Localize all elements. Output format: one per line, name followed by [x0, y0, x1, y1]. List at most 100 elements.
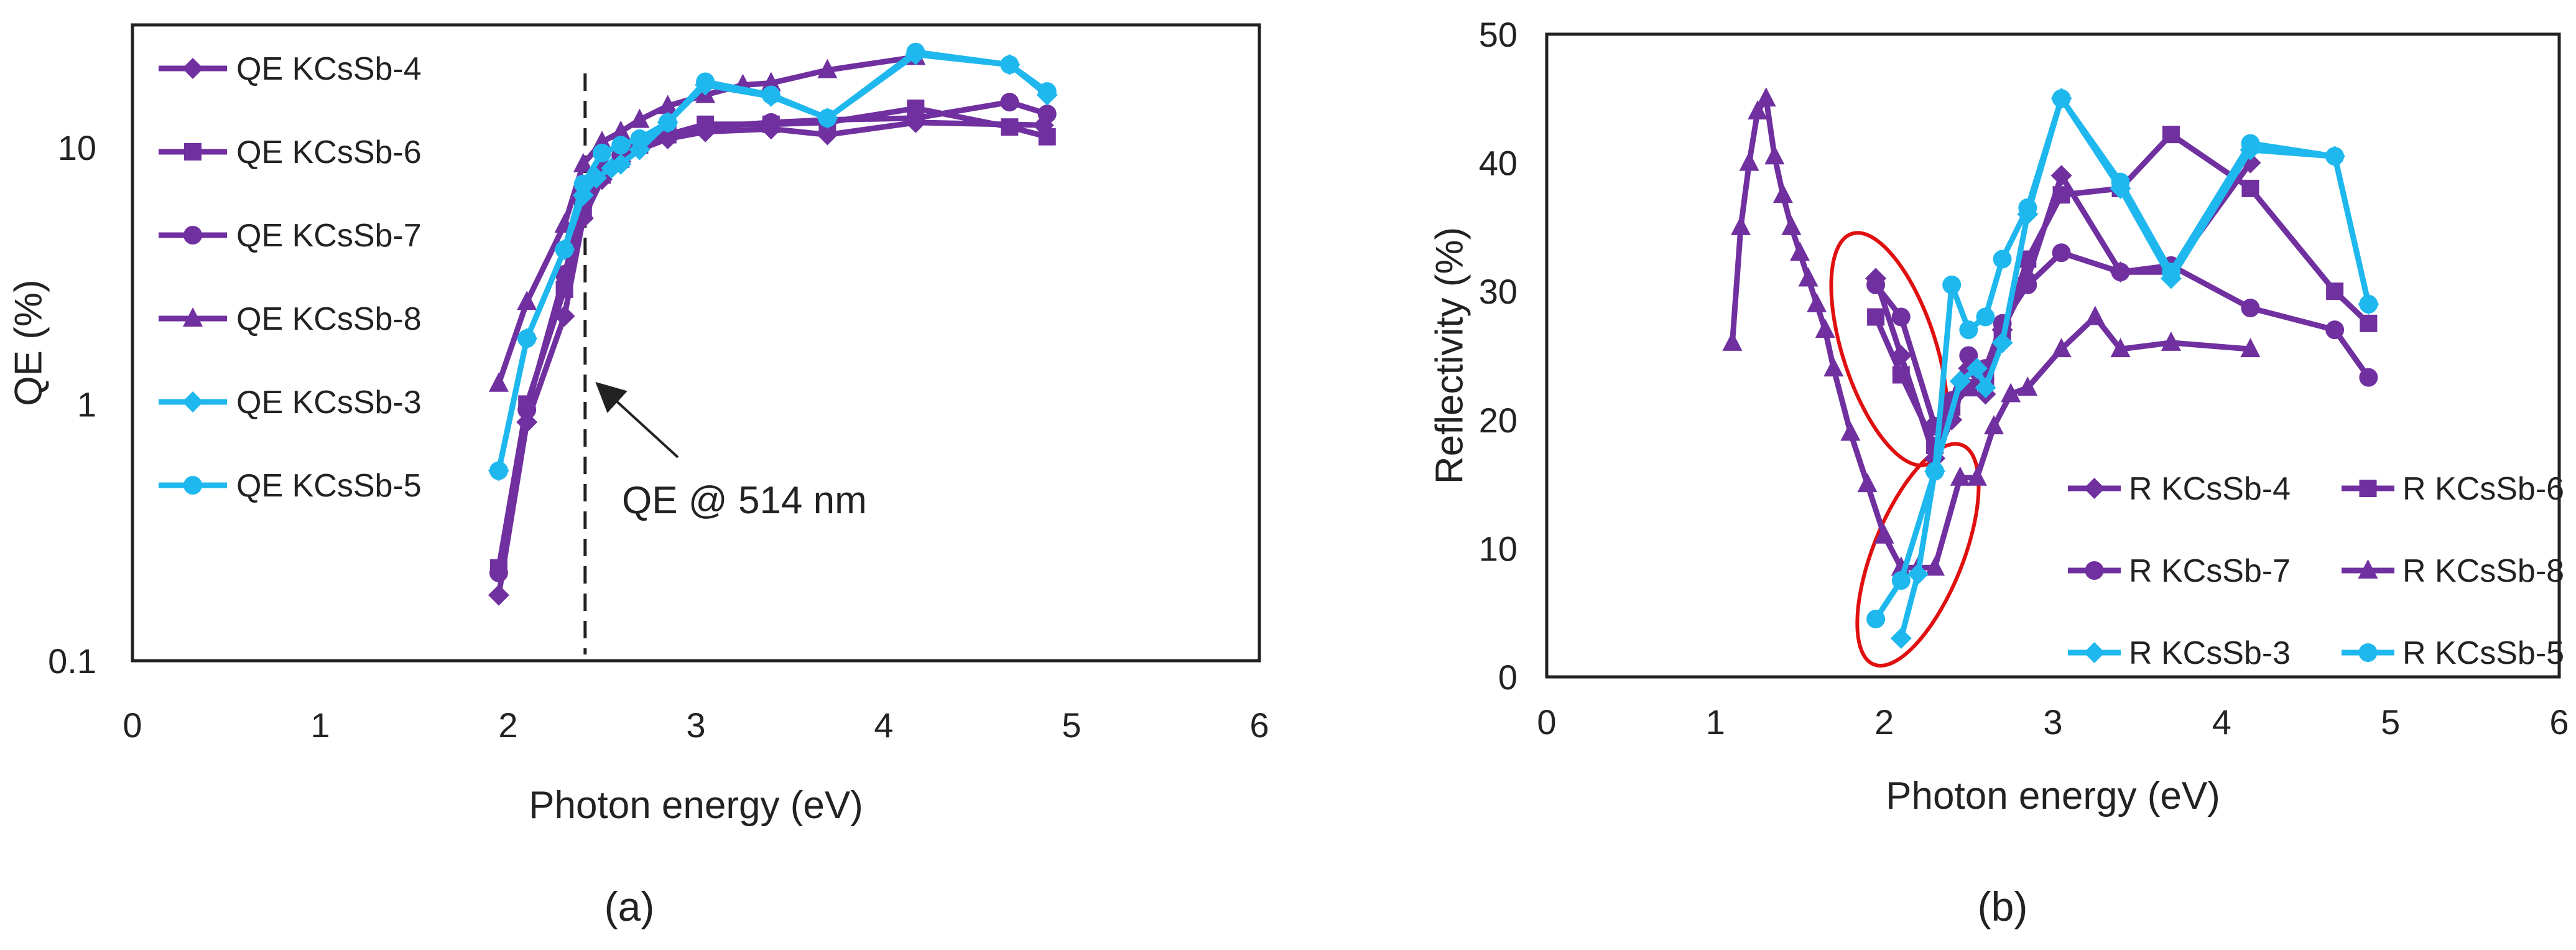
data-point [906, 42, 925, 62]
legend-label: R KCsSb-3 [2129, 635, 2291, 671]
legend-label: QE KCsSb-4 [236, 51, 422, 87]
data-point [2018, 376, 2038, 396]
x-axis-label: Photon energy (eV) [529, 784, 863, 827]
data-point [2001, 383, 2021, 403]
data-point [1975, 377, 1996, 399]
legend-swatch-marker [2358, 559, 2378, 579]
data-point [1866, 275, 1886, 294]
legend-item: QE KCsSb-8 [159, 301, 422, 337]
legend-swatch-marker [182, 58, 203, 79]
x-tick-label: 5 [2381, 702, 2400, 742]
y-tick-labels: 0 10 20 30 40 50 [1479, 15, 1517, 697]
x-tick-labels: 0 1 2 3 4 5 6 [1537, 702, 2569, 742]
y-tick-label: 40 [1479, 144, 1517, 183]
data-point [1772, 184, 1793, 203]
data-point [611, 136, 631, 155]
data-point [610, 153, 632, 175]
data-point [1731, 215, 1751, 235]
y-tick-label: 20 [1479, 401, 1517, 440]
data-point [2325, 320, 2345, 340]
data-point [696, 118, 715, 137]
data-point [1890, 628, 1912, 650]
data-point [629, 108, 650, 128]
data-point [1790, 241, 1810, 261]
data-point [2325, 147, 2345, 166]
x-tick-label: 6 [2549, 702, 2569, 742]
data-point [1874, 524, 1894, 544]
y-tick-label: 10 [1479, 529, 1517, 568]
annotation-text: QE @ 514 nm [622, 479, 867, 522]
legend-item: R KCsSb-8 [2342, 553, 2564, 589]
data-point [1823, 357, 1844, 377]
red-ellipse-upper [1829, 231, 1950, 468]
data-point [1867, 308, 1885, 326]
data-point [1001, 118, 1019, 136]
data-point [1038, 128, 1056, 146]
x-tick-labels: 0 1 2 3 4 5 6 [123, 706, 1269, 745]
data-point [1722, 331, 1743, 351]
data-point [2161, 263, 2180, 282]
legend-swatch-marker [2083, 642, 2105, 663]
data-point [489, 461, 508, 480]
y-tick-label: 0.1 [48, 641, 96, 681]
legend-swatch-marker [182, 391, 203, 412]
data-point [517, 400, 537, 419]
legend-item: R KCsSb-5 [2342, 635, 2564, 671]
red-ellipse-lower [1855, 442, 1981, 668]
data-point [696, 72, 715, 91]
data-point [488, 372, 509, 392]
data-point [2111, 263, 2130, 282]
legend-item: QE KCsSb-7 [159, 218, 422, 254]
data-point [1866, 610, 1886, 629]
y-tick-label: 10 [58, 128, 96, 167]
x-tick-label: 3 [2043, 702, 2062, 742]
chart-b: 0 1 2 3 4 5 6 0 10 20 30 40 50 Photon energy (eV) Refl… [1429, 15, 2569, 817]
legend-label: QE KCsSb-6 [236, 134, 422, 170]
legend-label: QE KCsSb-7 [236, 218, 422, 254]
series-line [496, 49, 1049, 472]
legend-label: R KCsSb-8 [2402, 553, 2564, 589]
data-point [517, 329, 537, 348]
data-point [2085, 305, 2105, 325]
legend-item: QE KCsSb-6 [159, 134, 422, 170]
data-point [761, 85, 781, 105]
data-point [555, 265, 574, 284]
data-point [1991, 332, 2013, 353]
data-point [1967, 466, 1987, 486]
data-point [2052, 186, 2070, 204]
data-point [1993, 249, 2012, 269]
y-tick-label: 0 [1498, 658, 1517, 697]
data-point [906, 108, 925, 128]
series-r-kcssb-5 [1866, 89, 2378, 629]
data-point [1891, 571, 1911, 590]
legend-swatch-marker [2359, 480, 2377, 497]
y-tick-label: 1 [77, 384, 96, 424]
x-tick-label: 4 [874, 706, 893, 745]
legend-label: R KCsSb-7 [2129, 553, 2291, 589]
data-point [2326, 282, 2344, 300]
legend-label: QE KCsSb-5 [236, 468, 422, 504]
legend-item: R KCsSb-6 [2342, 471, 2564, 507]
data-point [657, 95, 678, 114]
data-point [2240, 338, 2261, 358]
data-point [1976, 307, 1995, 327]
x-tick-label: 0 [1537, 702, 1556, 742]
data-point [1925, 462, 1945, 481]
data-point [1959, 346, 1978, 365]
panel-label: (b) [1978, 883, 2028, 929]
data-point [2241, 299, 2260, 318]
data-point [1037, 82, 1057, 101]
legend-label: R KCsSb-5 [2402, 635, 2564, 671]
legend-item: R KCsSb-3 [2068, 635, 2291, 671]
legend-item: QE KCsSb-4 [159, 51, 422, 87]
data-point [1857, 473, 1878, 493]
x-tick-label: 1 [310, 706, 330, 745]
legend-swatch-marker [2085, 561, 2104, 580]
data-point [2052, 89, 2071, 108]
series-line [1873, 95, 2371, 621]
data-point [1892, 366, 1910, 384]
data-point [1966, 358, 1988, 380]
data-point [1037, 105, 1057, 124]
y-tick-label: 50 [1479, 15, 1517, 54]
legend-swatch-marker [184, 143, 202, 161]
